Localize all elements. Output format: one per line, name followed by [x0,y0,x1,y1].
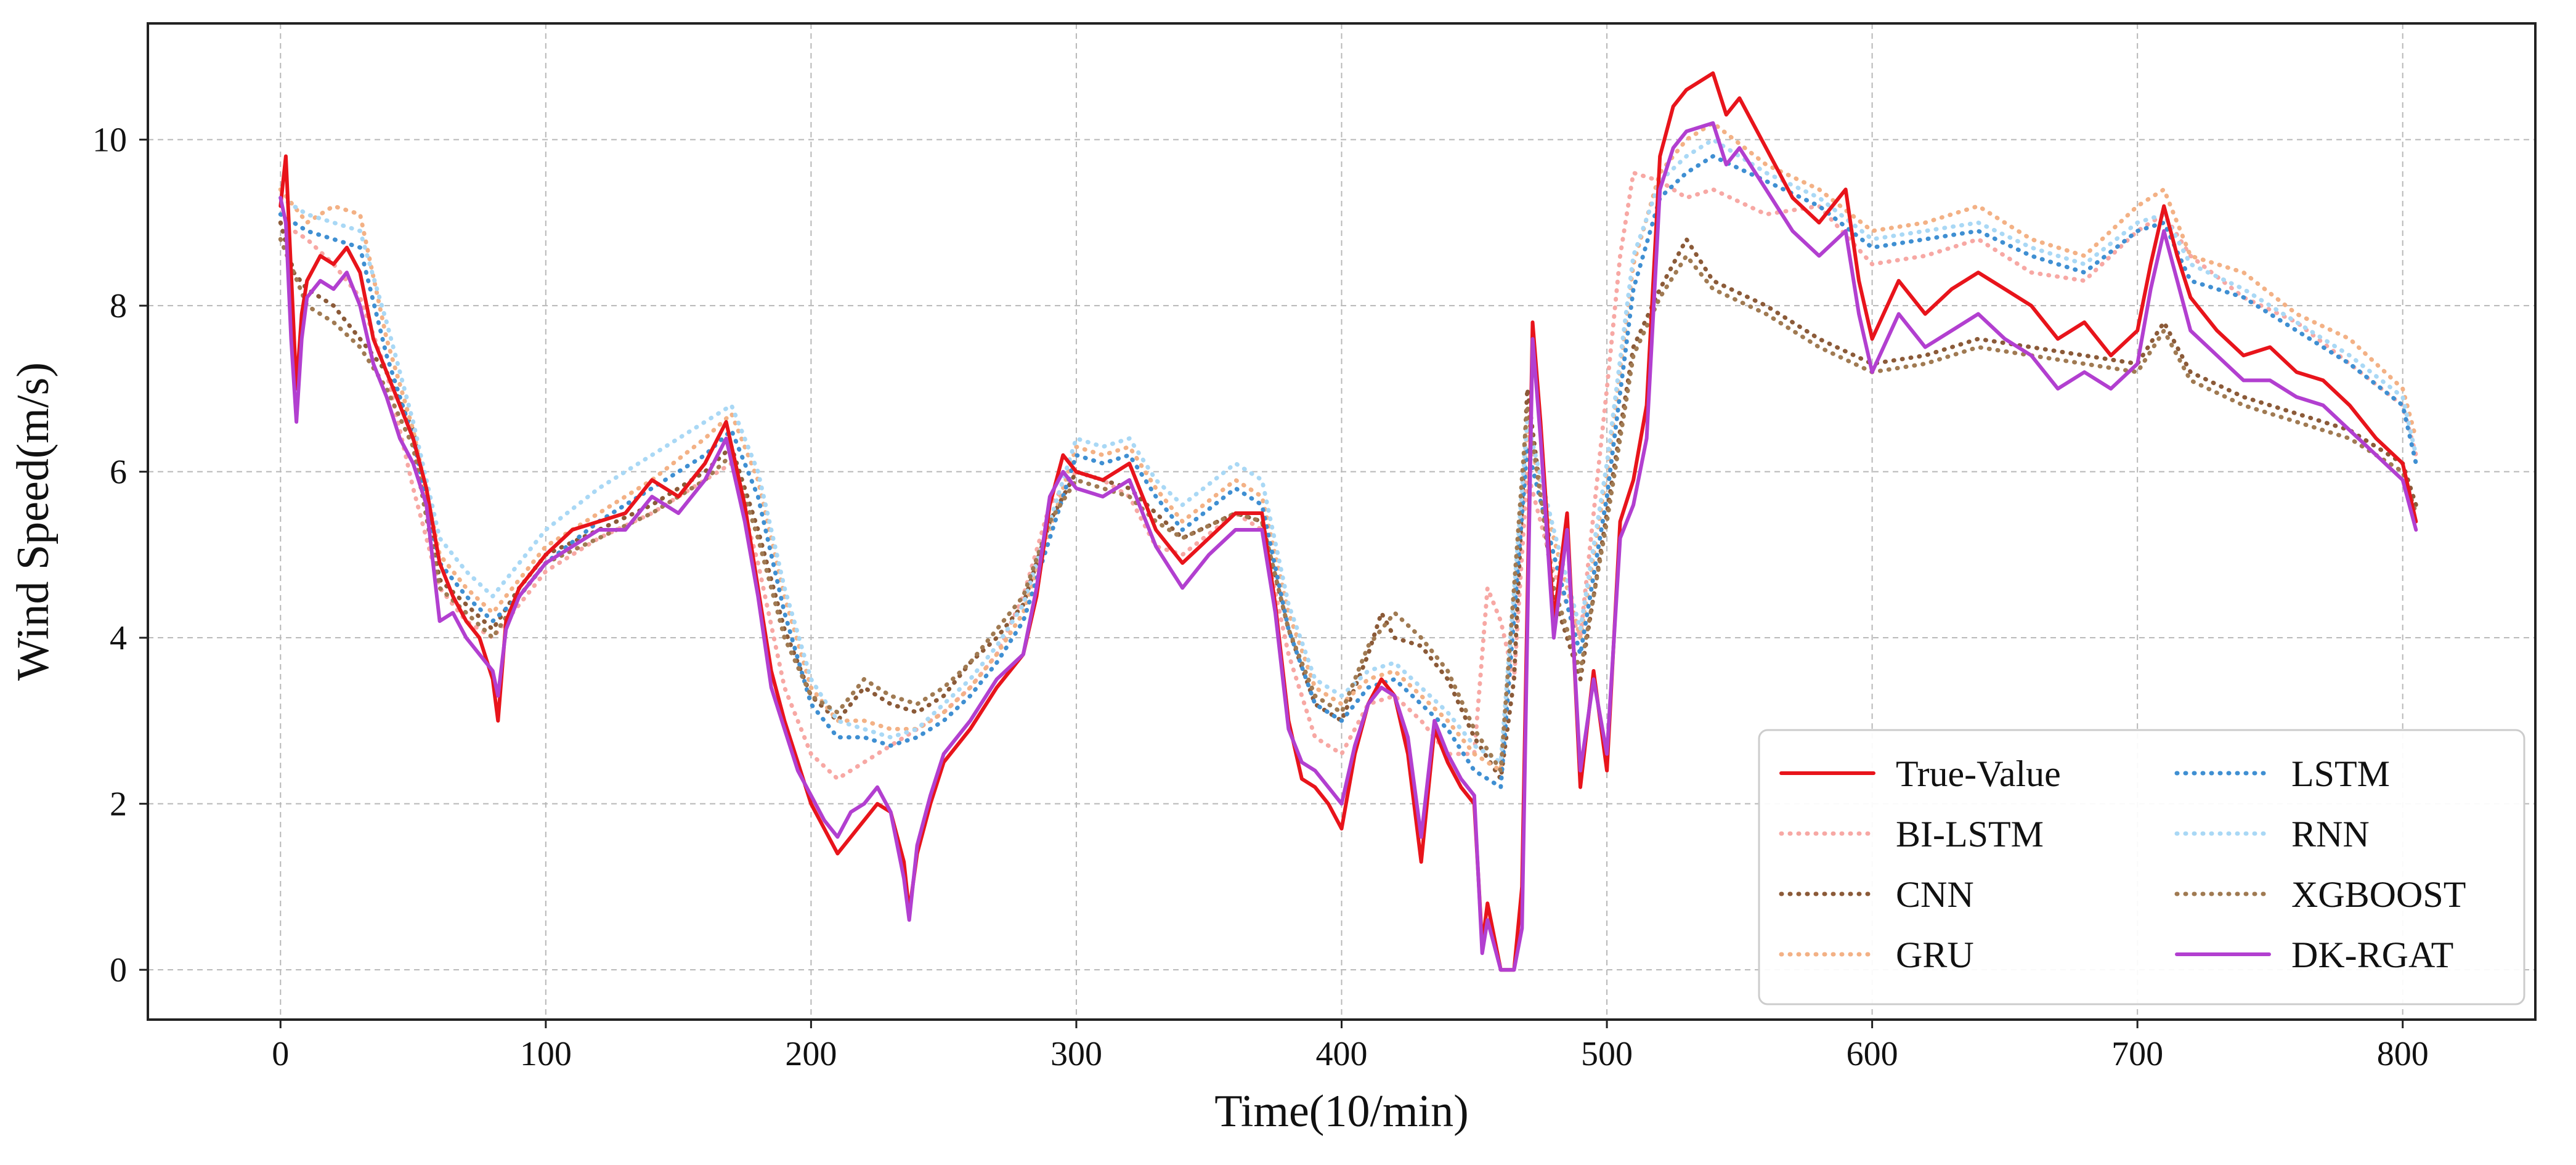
legend-label-lstm: LSTM [2291,753,2390,794]
x-tick-label: 100 [520,1035,572,1073]
series-line-dk-rgat [278,121,2418,972]
x-tick-label: 500 [1581,1035,1633,1073]
x-tick-label: 0 [272,1035,289,1073]
legend: True-Value BI-LSTM CNN GRU LSTM RNN XGBOOST DK-… [1758,729,2525,1005]
x-tick-label: 800 [2377,1035,2429,1073]
y-tick-label: 8 [110,287,127,325]
y-tick-label: 0 [110,951,127,989]
x-tick-label: 400 [1316,1035,1368,1073]
legend-label-cnn: CNN [1896,874,1974,915]
series-line-bi-lstm [278,171,2418,781]
series-line-rnn [278,137,2418,765]
y-tick-label: 6 [110,453,127,492]
x-axis-title: Time(10/min) [1214,1086,1469,1137]
y-tick-label: 2 [110,785,127,824]
x-tick-label: 300 [1050,1035,1102,1073]
axis-ticks: 0 100 200 300 400 500 600 700 800 0 2 4 6 8 10 [92,121,2429,1073]
series-lines [278,71,2418,972]
legend-label-gru: GRU [1896,935,1974,975]
y-tick-label: 4 [110,619,127,657]
legend-label-true-value: True-Value [1896,753,2061,794]
legend-label-bi-lstm: BI-LSTM [1896,814,2044,854]
series-line-gru [278,121,2418,773]
legend-label-rnn: RNN [2291,814,2370,854]
legend-label-dk-rgat: DK-RGAT [2291,935,2453,975]
x-tick-label: 700 [2111,1035,2163,1073]
series-line-xgboost [278,237,2418,773]
series-line-cnn [278,220,2418,781]
legend-box [1758,729,2525,1005]
y-axis-title: Wind Speed(m/s) [8,362,59,681]
x-tick-label: 600 [1847,1035,1898,1073]
y-tick-label: 10 [92,121,127,160]
x-tick-label: 200 [785,1035,837,1073]
legend-label-xgboost: XGBOOST [2291,874,2466,915]
